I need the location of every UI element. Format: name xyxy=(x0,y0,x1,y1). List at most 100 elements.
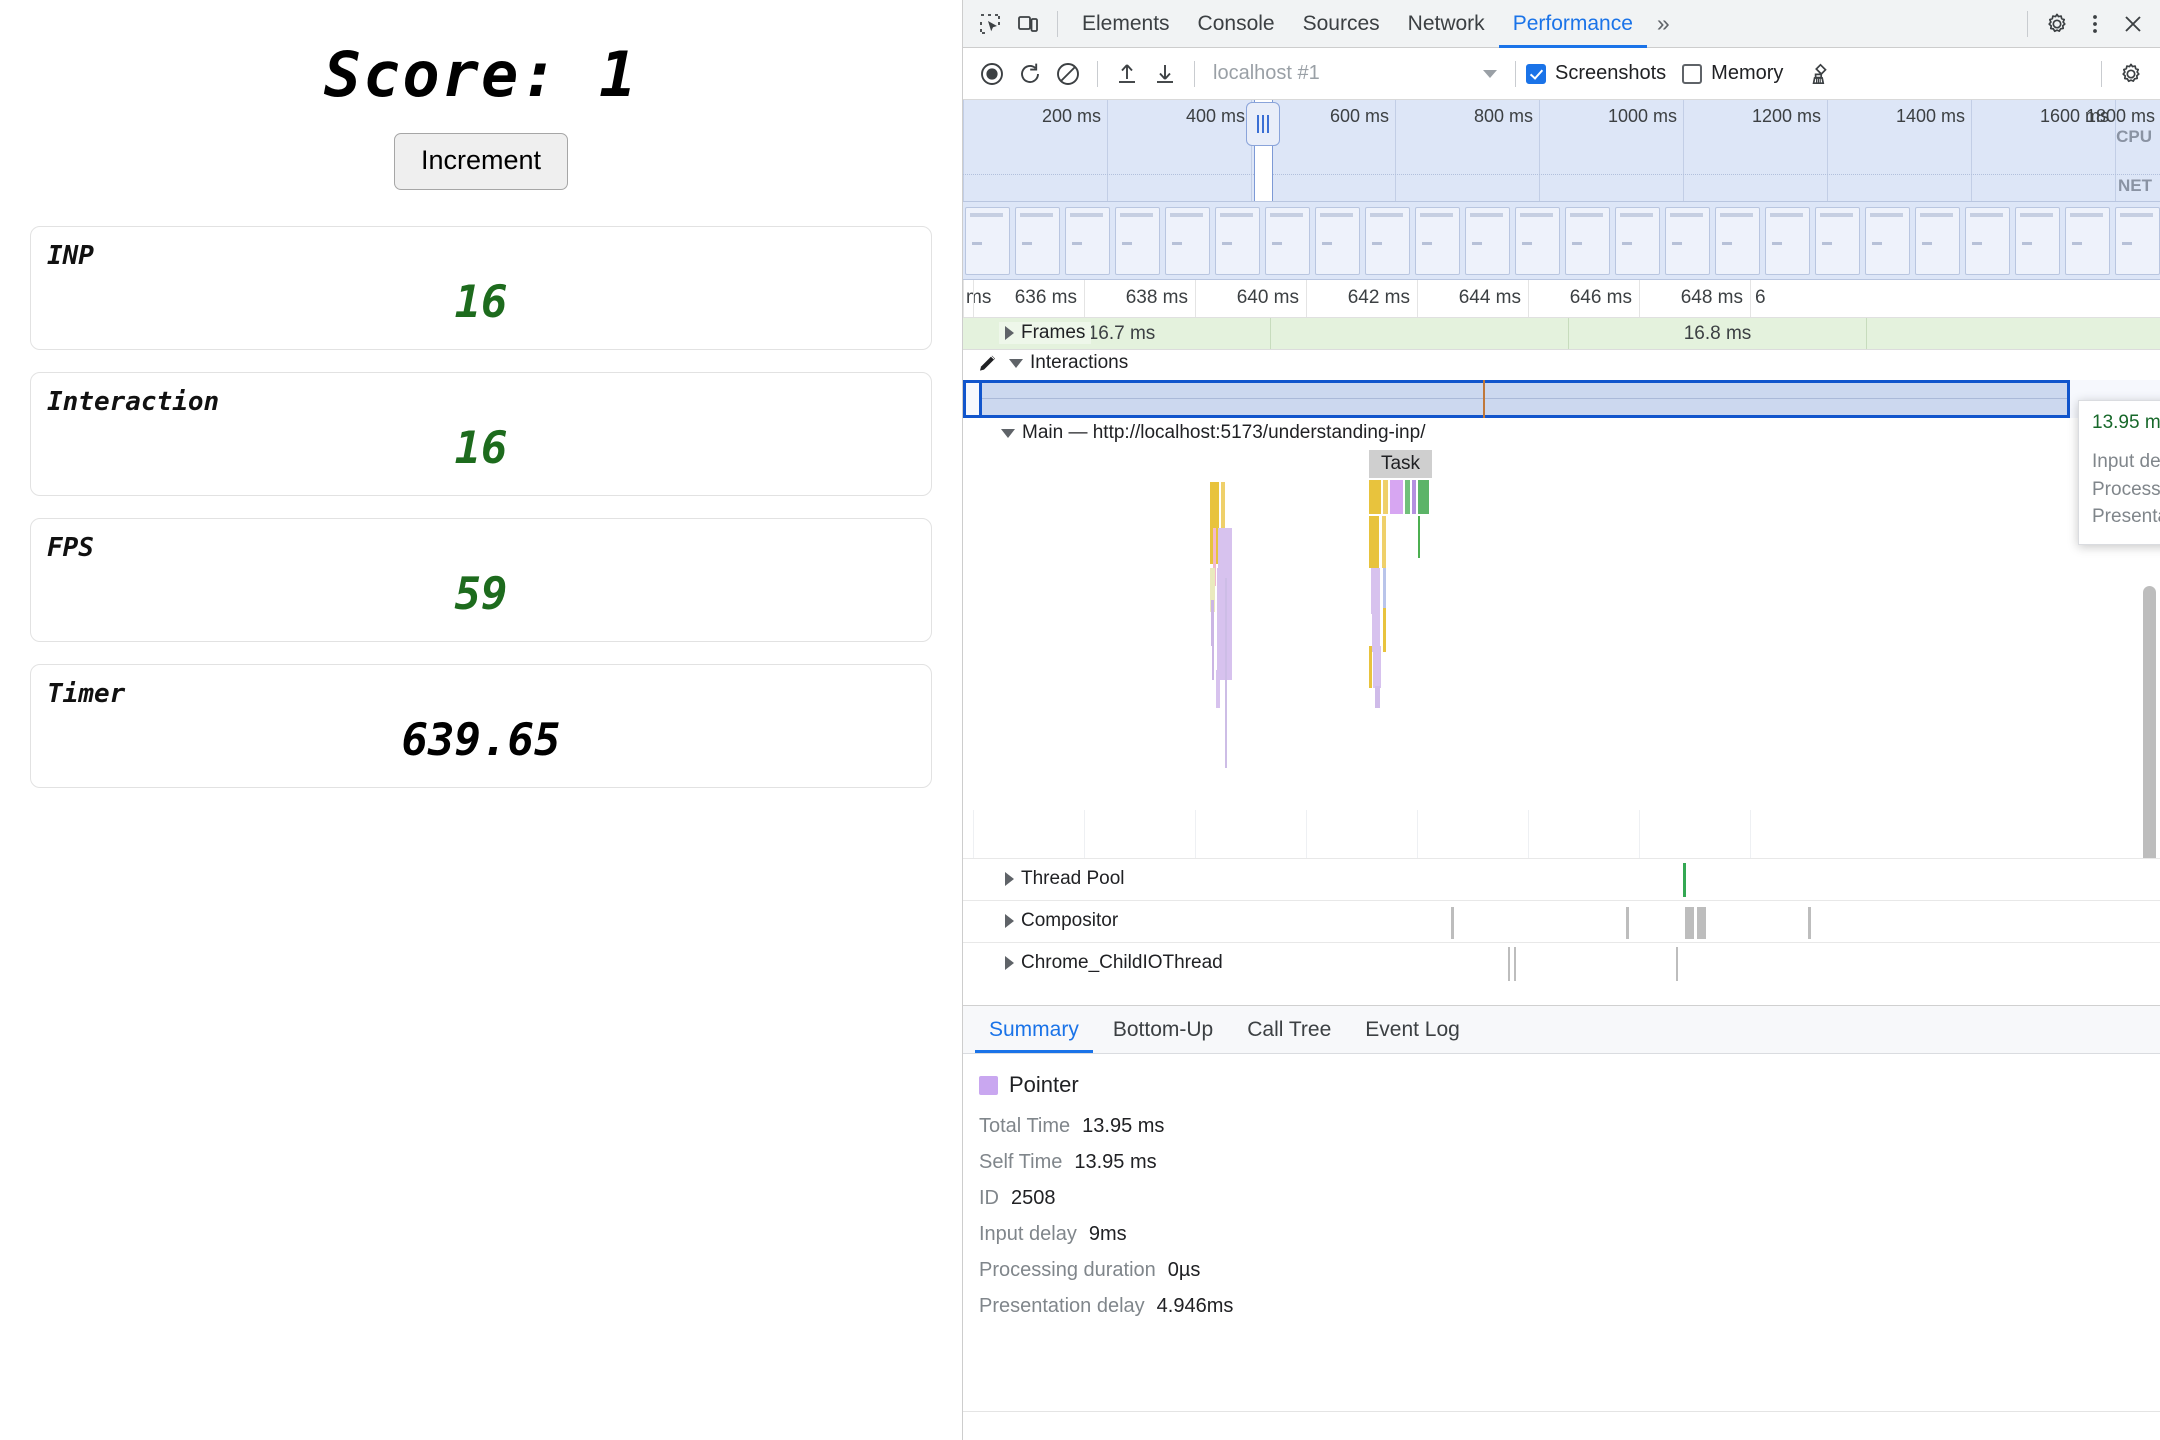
thread-event-marker[interactable] xyxy=(1451,907,1454,939)
tab-elements[interactable]: Elements xyxy=(1082,11,1170,35)
screenshot-filmstrip[interactable] xyxy=(963,202,2160,280)
record-circle-icon[interactable] xyxy=(973,55,1011,93)
track-thread-pool-label: Thread Pool xyxy=(1021,868,1125,889)
tab-sources[interactable]: Sources xyxy=(1302,11,1380,35)
filmstrip-thumbnail[interactable] xyxy=(1415,206,1460,275)
filmstrip-thumbnail[interactable] xyxy=(1715,206,1760,275)
thread-event-marker[interactable] xyxy=(1514,947,1516,981)
toolbar-divider-4 xyxy=(2101,60,2102,87)
summary-key: ID xyxy=(979,1187,999,1209)
clear-recording-icon[interactable] xyxy=(1049,55,1087,93)
track-main-label: Main — http://localhost:5173/understandi… xyxy=(1022,422,1426,443)
track-interactions[interactable]: Interactions xyxy=(963,350,2160,418)
frame-block[interactable] xyxy=(1271,318,1569,349)
filmstrip-thumbnail[interactable] xyxy=(1765,206,1810,275)
filmstrip-thumbnail[interactable] xyxy=(1065,206,1110,275)
summary-value: 9ms xyxy=(1088,1223,1127,1245)
frame-block[interactable]: 16.8 ms xyxy=(1569,318,1867,349)
filmstrip-thumbnail[interactable] xyxy=(2065,206,2110,275)
tab-bottom-up[interactable]: Bottom-Up xyxy=(1112,1018,1214,1041)
toolbar-divider-3 xyxy=(1515,60,1516,87)
tab-event-log[interactable]: Event Log xyxy=(1365,1018,1460,1041)
tab-summary[interactable]: Summary xyxy=(975,1007,1093,1053)
track-compositor-header[interactable]: Compositor xyxy=(999,910,1124,932)
track-thread-pool-header[interactable]: Thread Pool xyxy=(999,868,1131,890)
filmstrip-thumbnail[interactable] xyxy=(1515,206,1560,275)
chevron-down-icon xyxy=(1483,69,1497,78)
filmstrip-thumbnail[interactable] xyxy=(1915,206,1960,275)
summary-row: Self Time 13.95 ms xyxy=(979,1152,2144,1172)
inspect-element-icon[interactable] xyxy=(971,5,1009,43)
filmstrip-thumbnail[interactable] xyxy=(1165,206,1210,275)
more-options-icon[interactable] xyxy=(2076,5,2114,43)
pencil-icon[interactable] xyxy=(977,352,999,380)
track-frames-header[interactable]: Frames xyxy=(999,322,1092,344)
track-frames[interactable]: Frames 16.7 ms 16.8 ms xyxy=(963,318,2160,350)
timeline-overview[interactable]: 200 ms 400 ms 600 ms 800 ms 1000 ms 1200… xyxy=(963,100,2160,202)
filmstrip-thumbnail[interactable] xyxy=(2115,206,2160,275)
increment-button[interactable]: Increment xyxy=(393,133,569,190)
track-main[interactable]: Main — http://localhost:5173/understandi… xyxy=(963,418,2160,810)
filmstrip-thumbnail[interactable] xyxy=(1365,206,1410,275)
filmstrip-thumbnail[interactable] xyxy=(2015,206,2060,275)
tab-performance[interactable]: Performance xyxy=(1499,0,1647,48)
filmstrip-thumbnail[interactable] xyxy=(965,206,1010,275)
filmstrip-thumbnail[interactable] xyxy=(1615,206,1660,275)
task-block[interactable]: Task xyxy=(1369,450,1432,478)
track-chrome-childiothread[interactable]: Chrome_ChildIOThread xyxy=(963,942,2160,984)
filmstrip-thumbnail[interactable] xyxy=(1815,206,1860,275)
memory-checkbox[interactable]: Memory xyxy=(1682,62,1783,85)
ruler-tick: 638 ms xyxy=(1125,287,1188,308)
load-profile-icon[interactable] xyxy=(1108,55,1146,93)
tooltip-duration: 13.95 ms xyxy=(2092,412,2160,433)
flame-chart-scrollbar[interactable] xyxy=(2143,586,2156,858)
capture-settings-gear-icon[interactable] xyxy=(2112,55,2150,93)
summary-body: Pointer Total Time 13.95 ms Self Time 13… xyxy=(963,1054,2160,1316)
range-handle-icon[interactable] xyxy=(1246,102,1280,146)
reload-record-icon[interactable] xyxy=(1011,55,1049,93)
gear-icon[interactable] xyxy=(2038,5,2076,43)
track-compositor[interactable]: Compositor xyxy=(963,900,2160,942)
track-thread-pool[interactable]: Thread Pool xyxy=(963,858,2160,900)
thread-event-marker[interactable] xyxy=(1808,907,1811,939)
screenshots-label: Screenshots xyxy=(1555,62,1667,84)
thread-event-marker[interactable] xyxy=(1676,947,1678,981)
filmstrip-thumbnail[interactable] xyxy=(1015,206,1060,275)
track-chrome-childiothread-header[interactable]: Chrome_ChildIOThread xyxy=(999,952,1229,974)
metric-value: 16 xyxy=(454,277,508,328)
save-profile-icon[interactable] xyxy=(1146,55,1184,93)
filmstrip-thumbnail[interactable] xyxy=(1215,206,1260,275)
thread-event-marker[interactable] xyxy=(1685,907,1694,939)
interaction-event-bar[interactable] xyxy=(979,380,2070,418)
thread-event-marker[interactable] xyxy=(1697,907,1706,939)
filmstrip-thumbnail[interactable] xyxy=(1665,206,1710,275)
tab-console[interactable]: Console xyxy=(1197,11,1275,35)
collect-garbage-icon[interactable] xyxy=(1799,55,1837,93)
overview-tick: 1800 ms xyxy=(2085,106,2155,126)
track-interactions-header[interactable]: Interactions xyxy=(1003,352,1134,374)
filmstrip-thumbnail[interactable] xyxy=(1465,206,1510,275)
tab-network[interactable]: Network xyxy=(1407,11,1485,35)
close-icon[interactable] xyxy=(2114,5,2152,43)
thread-event-marker[interactable] xyxy=(1683,863,1686,897)
recording-selector[interactable]: localhost #1 xyxy=(1205,62,1505,85)
filmstrip-thumbnail[interactable] xyxy=(1115,206,1160,275)
frame-block[interactable] xyxy=(1867,318,2160,349)
filmstrip-thumbnail[interactable] xyxy=(1965,206,2010,275)
filmstrip-thumbnail[interactable] xyxy=(1315,206,1360,275)
screenshots-checkbox[interactable]: Screenshots xyxy=(1526,62,1666,85)
device-toolbar-icon[interactable] xyxy=(1009,5,1047,43)
thread-event-marker[interactable] xyxy=(1508,947,1510,981)
timeline-tracks[interactable]: Frames 16.7 ms 16.8 ms Interactions xyxy=(963,318,2160,858)
overview-cpu-baseline xyxy=(963,174,2160,175)
thread-event-marker[interactable] xyxy=(1626,907,1629,939)
chevron-double-right-icon[interactable]: » xyxy=(1656,10,1670,36)
overview-tick: 200 ms xyxy=(1041,106,1101,126)
toolbar-divider-right xyxy=(2027,10,2028,37)
track-main-header[interactable]: Main — http://localhost:5173/understandi… xyxy=(995,422,1431,444)
frame-block[interactable]: 16.7 ms xyxy=(973,318,1271,349)
filmstrip-thumbnail[interactable] xyxy=(1565,206,1610,275)
filmstrip-thumbnail[interactable] xyxy=(1865,206,1910,275)
tab-call-tree[interactable]: Call Tree xyxy=(1247,1018,1332,1041)
filmstrip-thumbnail[interactable] xyxy=(1265,206,1310,275)
